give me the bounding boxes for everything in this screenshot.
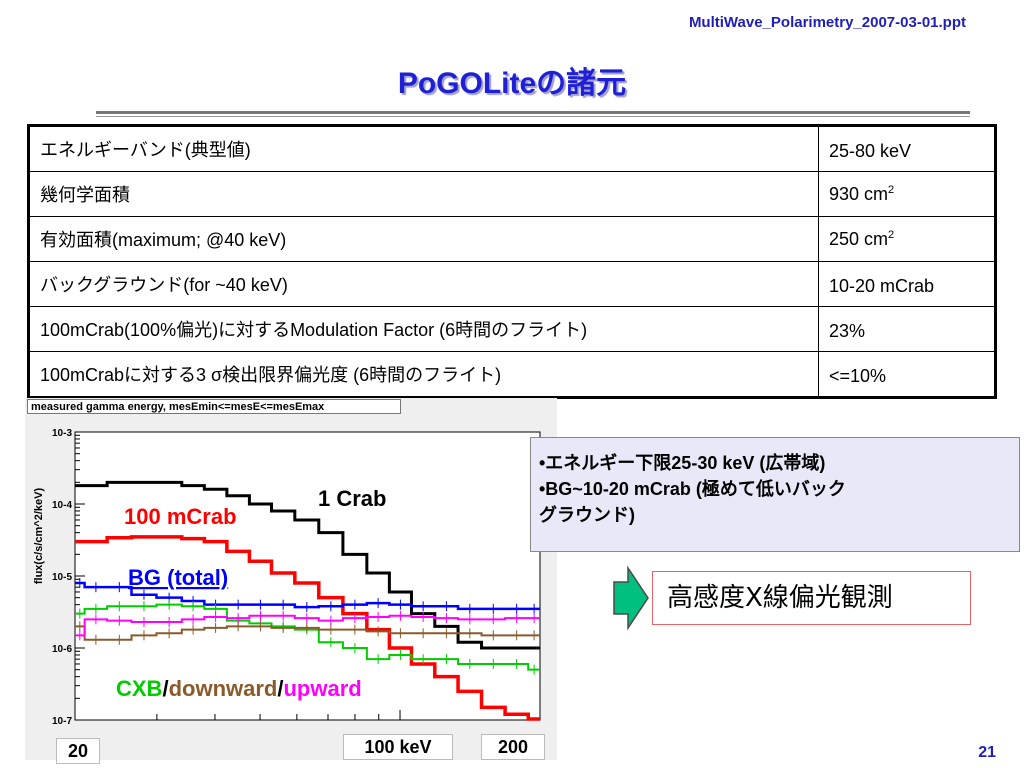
y-tick-label: 10-3 (52, 428, 72, 439)
plot-header: measured gamma energy, mesEmin<=mesE<=me… (27, 399, 401, 414)
spec-value: 10-20 mCrab (818, 261, 996, 307)
table-row: バックグラウンド(for ~40 keV) 10-20 mCrab (28, 261, 996, 307)
x-tick-label: 100 keV (343, 734, 453, 760)
y-tick-label: 10-5 (52, 572, 72, 583)
series-1-crab (75, 480, 540, 650)
y-tick-label: 10-7 (52, 716, 72, 727)
note-line: グラウンド) (539, 505, 635, 526)
table-row: 100mCrabに対する3 σ検出限界偏光度 (6時間のフライト) <=10% (28, 351, 996, 398)
filename-label: MultiWave_Polarimetry_2007-03-01.ppt (688, 14, 966, 31)
label-components: CXB/downward/upward (116, 676, 362, 701)
table-row: 幾何学面積 930 cm2 (28, 171, 996, 217)
y-axis-label: flux(c/s/cm^2/keV) (33, 488, 45, 585)
spec-label: 幾何学面積 (28, 171, 819, 217)
table-row: 100mCrab(100%偏光)に対するModulation Factor (6… (28, 306, 996, 352)
arrow-right-icon (613, 566, 649, 630)
spec-label: 有効面積(maximum; @40 keV) (28, 216, 819, 262)
slide-number: 21 (978, 744, 996, 761)
series-downward (75, 625, 540, 641)
table-row: エネルギーバンド(典型値) 25-80 keV (28, 125, 996, 172)
title-rule-thin (96, 116, 970, 117)
spec-label: 100mCrab(100%偏光)に対するModulation Factor (6… (28, 306, 819, 352)
label-upward: upward (283, 676, 361, 701)
spec-value: 23% (818, 306, 996, 352)
spec-value: <=10% (818, 351, 996, 398)
label-slash: / (277, 676, 283, 701)
slide-title: PoGOLiteの諸元 (397, 67, 627, 100)
callout-box: 高感度X線偏光観測 (652, 571, 971, 625)
spec-value: 930 cm2 (818, 171, 996, 217)
y-tick-label: 10-4 (52, 500, 72, 511)
notes-box: •エネルギー下限25-30 keV (広帯域) •BG~10-20 mCrab … (530, 437, 1020, 552)
spec-label: 100mCrabに対する3 σ検出限界偏光度 (6時間のフライト) (28, 351, 819, 398)
note-line: •エネルギー下限25-30 keV (広帯域) (539, 453, 826, 473)
series-100-mcrab (75, 535, 540, 721)
label-bg-total: BG (total) (128, 565, 228, 590)
label-slash: / (162, 676, 168, 701)
y-tick-label: 10-6 (52, 644, 72, 655)
spec-table: エネルギーバンド(典型値) 25-80 keV 幾何学面積 930 cm2 有効… (27, 124, 997, 399)
plot-frame (74, 431, 541, 721)
label-100-mcrab: 100 mCrab (124, 504, 237, 529)
x-tick-label: 200 (481, 734, 545, 760)
label-1-crab: 1 Crab (318, 486, 386, 511)
label-cxb: CXB (116, 676, 162, 701)
spec-label: バックグラウンド(for ~40 keV) (28, 261, 819, 307)
x-tick-label: 20 (56, 738, 100, 764)
label-downward: downward (169, 676, 278, 701)
spec-label: エネルギーバンド(典型値) (28, 125, 819, 172)
title-rule (96, 111, 970, 114)
note-line: •BG~10-20 mCrab (極めて低いバック (539, 479, 846, 500)
